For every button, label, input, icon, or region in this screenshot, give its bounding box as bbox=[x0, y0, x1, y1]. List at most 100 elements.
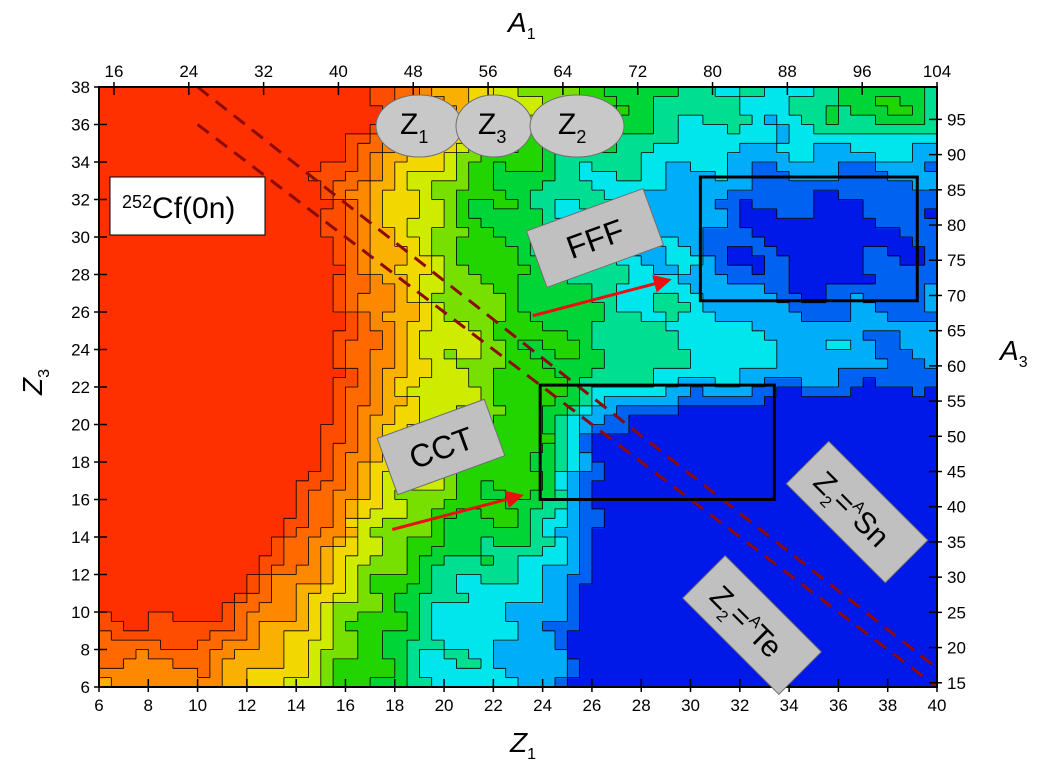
heatmap-cell bbox=[801, 527, 815, 538]
heatmap-cell bbox=[407, 330, 420, 341]
heatmap-cell bbox=[259, 283, 273, 294]
heatmap-cell bbox=[296, 546, 310, 557]
heatmap-cell bbox=[653, 293, 667, 304]
heatmap-cell bbox=[357, 565, 371, 576]
heatmap-cell bbox=[234, 349, 248, 360]
heatmap-cell bbox=[875, 293, 889, 304]
heatmap-cell bbox=[222, 499, 236, 510]
heatmap-cell bbox=[641, 133, 655, 144]
heatmap-cell bbox=[357, 312, 371, 322]
heatmap-cell bbox=[678, 377, 692, 388]
heatmap-cell bbox=[370, 546, 383, 557]
heatmap-cell bbox=[924, 87, 937, 97]
heatmap-cell bbox=[863, 340, 876, 351]
heatmap-cell bbox=[99, 499, 112, 510]
heatmap-cell bbox=[912, 124, 926, 135]
heatmap-cell bbox=[641, 471, 655, 482]
heatmap-cell bbox=[148, 499, 162, 510]
heatmap-cell bbox=[702, 180, 716, 191]
heatmap-cell bbox=[555, 349, 568, 360]
heatmap-cell bbox=[222, 443, 236, 454]
heatmap-cell bbox=[172, 415, 186, 426]
heatmap-cell bbox=[924, 555, 937, 566]
heatmap-cell bbox=[296, 293, 310, 304]
heatmap-cell bbox=[826, 283, 839, 294]
heatmap-cell bbox=[419, 405, 433, 416]
heatmap-cell bbox=[357, 658, 371, 669]
heatmap-cell bbox=[739, 377, 753, 388]
heatmap-cell bbox=[197, 546, 211, 557]
heatmap-cell bbox=[246, 452, 260, 463]
heatmap-cell bbox=[259, 649, 273, 660]
heatmap-cell bbox=[616, 321, 630, 332]
heatmap-cell bbox=[481, 246, 494, 257]
heatmap-cell bbox=[209, 602, 223, 613]
heatmap-cell bbox=[481, 312, 494, 322]
heatmap-cell bbox=[505, 152, 519, 163]
heatmap-cell bbox=[641, 621, 655, 632]
heatmap-cell bbox=[345, 152, 359, 163]
heatmap-cell bbox=[419, 218, 433, 229]
heatmap-cell bbox=[579, 452, 593, 463]
heatmap-cell bbox=[148, 583, 162, 594]
heatmap-cell bbox=[924, 518, 937, 529]
heatmap-cell bbox=[665, 227, 679, 238]
heatmap-cell bbox=[444, 649, 457, 660]
heatmap-cell bbox=[234, 555, 248, 566]
heatmap-cell bbox=[900, 293, 913, 304]
heatmap-cell bbox=[99, 640, 112, 651]
heatmap-cell bbox=[394, 518, 408, 529]
heatmap-cell bbox=[148, 237, 162, 247]
heatmap-cell bbox=[505, 574, 519, 585]
heatmap-cell bbox=[567, 602, 581, 613]
heatmap-cell bbox=[678, 396, 692, 407]
heatmap-cell bbox=[99, 115, 112, 126]
heatmap-cell bbox=[604, 283, 618, 294]
heatmap-cell bbox=[912, 677, 926, 687]
heatmap-cell bbox=[641, 312, 655, 322]
heatmap-cell bbox=[259, 546, 273, 557]
heatmap-cell bbox=[850, 265, 864, 276]
heatmap-cell bbox=[739, 508, 753, 519]
heatmap-cell bbox=[505, 677, 519, 687]
heatmap-cell bbox=[209, 105, 223, 116]
heatmap-cell bbox=[444, 87, 457, 97]
heatmap-cell bbox=[271, 115, 285, 126]
heatmap-cell bbox=[160, 527, 174, 538]
tick-label-bottom: 10 bbox=[188, 696, 207, 715]
heatmap-cell bbox=[222, 424, 236, 435]
heatmap-cell bbox=[394, 649, 408, 660]
heatmap-cell bbox=[407, 396, 420, 407]
heatmap-cell bbox=[764, 218, 778, 229]
heatmap-cell bbox=[604, 555, 618, 566]
heatmap-cell bbox=[591, 405, 605, 416]
heatmap-cell bbox=[715, 396, 729, 407]
heatmap-cell bbox=[604, 583, 618, 594]
heatmap-cell bbox=[505, 649, 519, 660]
heatmap-cell bbox=[518, 546, 531, 557]
heatmap-cell bbox=[826, 583, 839, 594]
heatmap-cell bbox=[875, 593, 889, 604]
heatmap-cell bbox=[444, 368, 457, 379]
heatmap-cell bbox=[727, 321, 741, 332]
heatmap-cell bbox=[308, 443, 322, 454]
heatmap-cell bbox=[296, 283, 310, 294]
heatmap-cell bbox=[900, 424, 913, 435]
heatmap-cell bbox=[505, 508, 519, 519]
heatmap-cell bbox=[172, 668, 186, 679]
heatmap-cell bbox=[308, 321, 322, 332]
heatmap-cell bbox=[308, 368, 322, 379]
heatmap-cell bbox=[136, 546, 149, 557]
heatmap-cell bbox=[826, 565, 839, 576]
heatmap-cell bbox=[209, 433, 223, 444]
heatmap-cell bbox=[678, 668, 692, 679]
heatmap-cell bbox=[197, 471, 211, 482]
heatmap-cell bbox=[690, 452, 704, 463]
heatmap-cell bbox=[653, 199, 667, 210]
heatmap-cell bbox=[185, 583, 199, 594]
heatmap-cell bbox=[702, 330, 716, 341]
heatmap-cell bbox=[185, 321, 199, 332]
heatmap-cell bbox=[283, 293, 297, 304]
heatmap-cell bbox=[776, 255, 790, 266]
heatmap-cell bbox=[628, 162, 642, 172]
